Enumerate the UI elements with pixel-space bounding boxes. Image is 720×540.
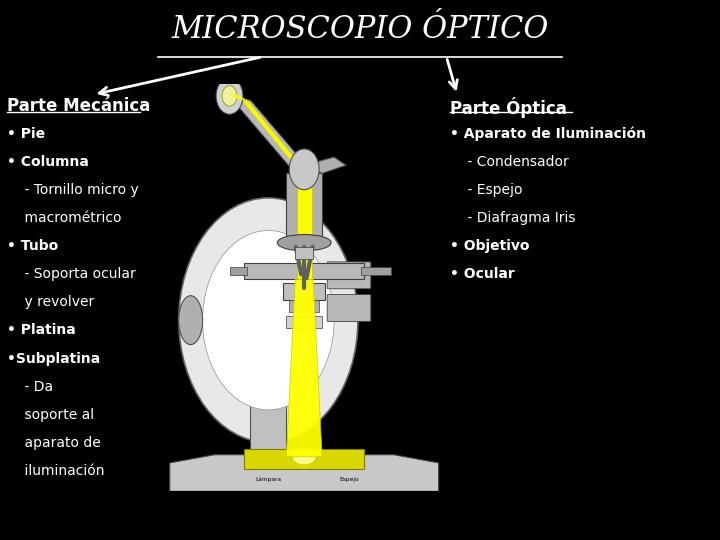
Text: Platina: Platina: [394, 273, 414, 278]
Bar: [295, 247, 313, 259]
Polygon shape: [230, 94, 248, 100]
Bar: [245, 263, 364, 279]
Text: - Condensador: - Condensador: [450, 155, 569, 169]
Text: •Subplatina: •Subplatina: [7, 352, 101, 366]
FancyBboxPatch shape: [327, 294, 371, 321]
Text: - Soporta ocular: - Soporta ocular: [7, 267, 136, 281]
Text: Parte Mecánica: Parte Mecánica: [7, 97, 150, 115]
Polygon shape: [170, 455, 438, 491]
Polygon shape: [233, 100, 313, 173]
Circle shape: [289, 149, 319, 190]
Text: Filtro de luz: Filtro de luz: [394, 318, 428, 323]
Text: - Da: - Da: [7, 380, 53, 394]
Text: Controles de ajuste
del foco: Controles de ajuste del foco: [394, 376, 451, 387]
Text: Prisma: Prisma: [343, 167, 363, 172]
Text: Lente
cojetivo: Lente cojetivo: [394, 233, 417, 244]
Text: y revolver: y revolver: [7, 295, 94, 309]
Text: • Pie: • Pie: [7, 127, 45, 141]
Text: macrométrico: macrométrico: [7, 211, 122, 225]
Text: • Tubo: • Tubo: [7, 239, 58, 253]
Text: • Columna: • Columna: [7, 155, 89, 169]
Text: Lámpara: Lámpara: [256, 476, 282, 482]
Text: - Tornillo micro y: - Tornillo micro y: [7, 183, 139, 197]
Ellipse shape: [292, 449, 316, 465]
Bar: [251, 402, 287, 463]
Text: • Aparato de Iluminación: • Aparato de Iluminación: [450, 127, 646, 141]
Circle shape: [222, 86, 237, 106]
Polygon shape: [305, 157, 346, 173]
Bar: [283, 284, 325, 300]
Text: aparato de: aparato de: [7, 436, 101, 450]
Text: • Ocular: • Ocular: [450, 267, 515, 281]
Text: - Espejo: - Espejo: [450, 183, 523, 197]
Text: Controles del movimenic
de la platina: Controles del movimenic de la platina: [394, 343, 467, 354]
Polygon shape: [241, 100, 307, 173]
Text: - Diafragma Iris: - Diafragma Iris: [450, 211, 575, 225]
Bar: [287, 173, 322, 247]
Text: Lente ocular: Lente ocular: [337, 93, 374, 98]
Text: • Platina: • Platina: [7, 323, 76, 338]
Text: • Objetivo: • Objetivo: [450, 239, 529, 253]
Bar: [245, 449, 364, 469]
Polygon shape: [287, 279, 322, 457]
Bar: [230, 267, 248, 275]
Text: Muestra: Muestra: [394, 261, 418, 266]
Text: MICROSCOPIO ÓPTICO: MICROSCOPIO ÓPTICO: [171, 14, 549, 44]
Circle shape: [202, 231, 334, 410]
Text: iluminación: iluminación: [7, 464, 104, 478]
FancyBboxPatch shape: [327, 262, 371, 289]
Text: Parte Óptica: Parte Óptica: [450, 97, 567, 118]
Bar: [289, 300, 319, 312]
Ellipse shape: [277, 234, 331, 251]
Bar: [287, 316, 322, 328]
Bar: [361, 267, 391, 275]
Circle shape: [179, 198, 358, 442]
Ellipse shape: [179, 296, 202, 345]
Text: soporte al: soporte al: [7, 408, 94, 422]
Bar: [297, 173, 312, 279]
Text: Condensador: Condensador: [394, 289, 433, 294]
Text: Espejo: Espejo: [339, 477, 359, 482]
Circle shape: [216, 78, 243, 114]
